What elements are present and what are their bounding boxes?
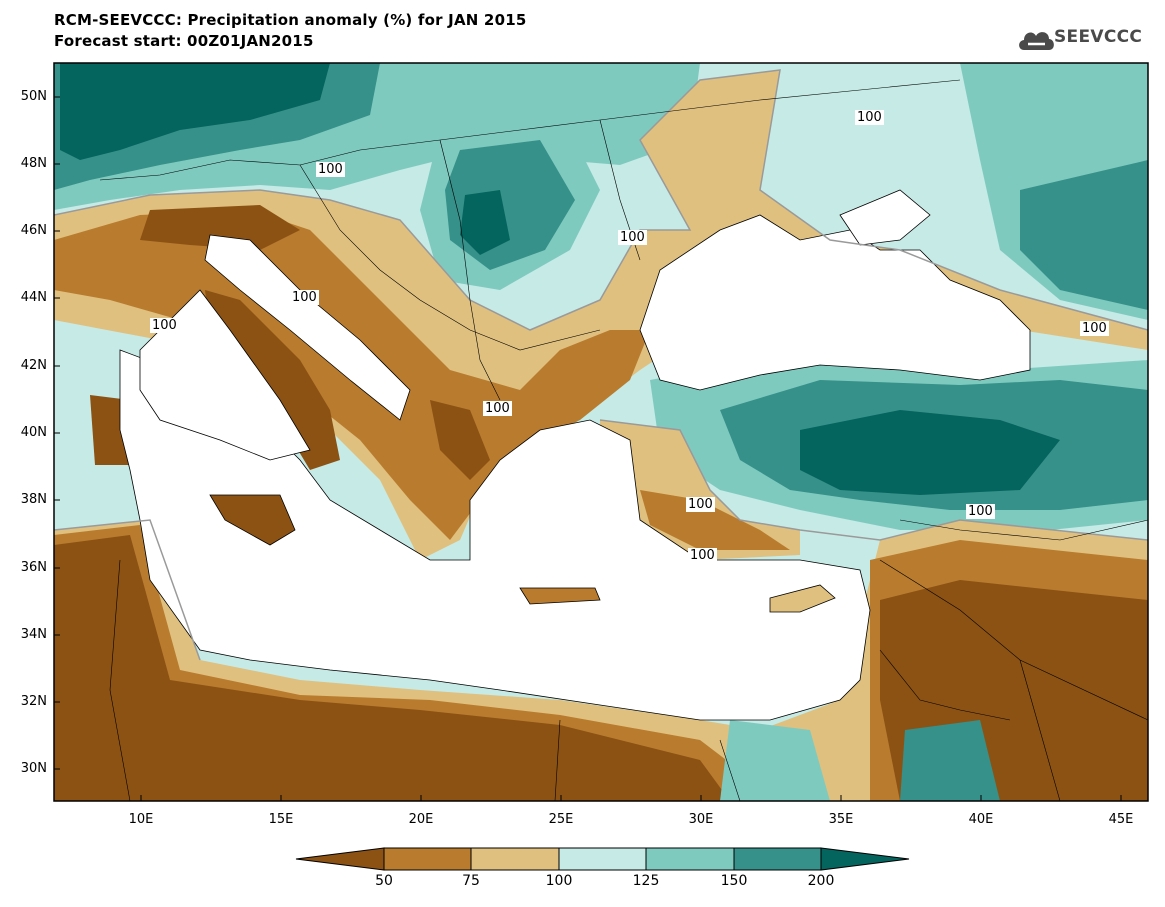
lon-label: 30E [688, 812, 714, 827]
crete [519, 587, 601, 605]
wet-extreme-turkey [800, 410, 1060, 495]
tyrrhenian-sea [139, 289, 311, 461]
colorbar-bin-above-200 [820, 847, 910, 871]
wet-strong-northeast [1020, 160, 1148, 310]
lat-label: 32N [20, 694, 47, 709]
dry-moderate-western-turkey [640, 490, 790, 550]
contour-label: 100 [150, 318, 179, 333]
contour-label: 100 [483, 401, 512, 416]
colorbar-tick-label: 50 [375, 873, 393, 889]
dry-strong-north-africa [54, 535, 730, 801]
contour-lines [54, 69, 1148, 661]
contour-label: 100 [1080, 321, 1109, 336]
lon-label: 45E [1108, 812, 1134, 827]
wet-strong-arabia-north [900, 720, 1000, 801]
lon-label: 15E [268, 812, 294, 827]
wet-extreme-pannonian [460, 190, 510, 255]
wet-extreme-central-europe [60, 63, 330, 160]
sea-of-azov [839, 189, 931, 246]
dry-strong-italy [205, 290, 340, 470]
mediterranean-sea [119, 349, 871, 721]
forecast-start-label: Forecast start: 00Z01JAN2015 [54, 32, 314, 50]
colorbar-bin-below-50 [295, 847, 385, 871]
lat-ticks [54, 96, 60, 770]
lon-label: 40E [968, 812, 994, 827]
lon-label: 25E [548, 812, 574, 827]
colorbar-tick-label: 125 [632, 873, 660, 889]
contour-label: 100 [966, 504, 995, 519]
lon-label: 20E [408, 812, 434, 827]
lat-label: 40N [20, 425, 47, 440]
contour-label: 100 [855, 110, 884, 125]
colorbar-tick-label: 150 [720, 873, 748, 889]
colorbar-tick-label: 75 [462, 873, 480, 889]
colorbar-bin-150-200 [733, 847, 822, 871]
lat-label: 42N [20, 358, 47, 373]
lat-label: 30N [20, 761, 47, 776]
dry-strong-greece [430, 400, 490, 480]
colorbar-bin-125-150 [645, 847, 735, 871]
adriatic-sea [204, 234, 411, 421]
colorbar-bin-75-100 [470, 847, 560, 871]
contour-label: 100 [316, 162, 345, 177]
colorbar-tick-label: 200 [807, 873, 835, 889]
black-sea [639, 214, 1031, 391]
contour-label: 100 [688, 548, 717, 563]
sicily [209, 494, 296, 546]
contour-label: 100 [686, 497, 715, 512]
lon-ticks [140, 795, 1122, 801]
anomaly-field [54, 63, 1148, 801]
colorbar-tick-label: 100 [545, 873, 573, 889]
lat-label: 46N [20, 223, 47, 238]
wet-zone-sinai [720, 720, 830, 801]
lat-label: 44N [20, 290, 47, 305]
lat-label: 48N [20, 156, 47, 171]
colorbar-bin-100-125 [558, 847, 647, 871]
lon-label: 35E [828, 812, 854, 827]
lat-label: 38N [20, 492, 47, 507]
seevccc-cloud-logo-icon [1019, 32, 1054, 50]
dry-strong-alps [140, 205, 300, 250]
lat-label: 34N [20, 627, 47, 642]
lon-label: 10E [128, 812, 154, 827]
cyprus [769, 584, 836, 613]
contour-label: 100 [290, 290, 319, 305]
colorbar-bin-50-75 [383, 847, 472, 871]
colorbar [295, 847, 910, 871]
lat-label: 50N [20, 89, 47, 104]
logo-text: SEEVCCC [1054, 27, 1143, 47]
map-frame [53, 62, 1149, 802]
dry-light-balkans [54, 70, 1148, 560]
contour-label: 100 [618, 230, 647, 245]
lat-label: 36N [20, 560, 47, 575]
map-title: RCM-SEEVCCC: Precipitation anomaly (%) f… [54, 11, 527, 29]
